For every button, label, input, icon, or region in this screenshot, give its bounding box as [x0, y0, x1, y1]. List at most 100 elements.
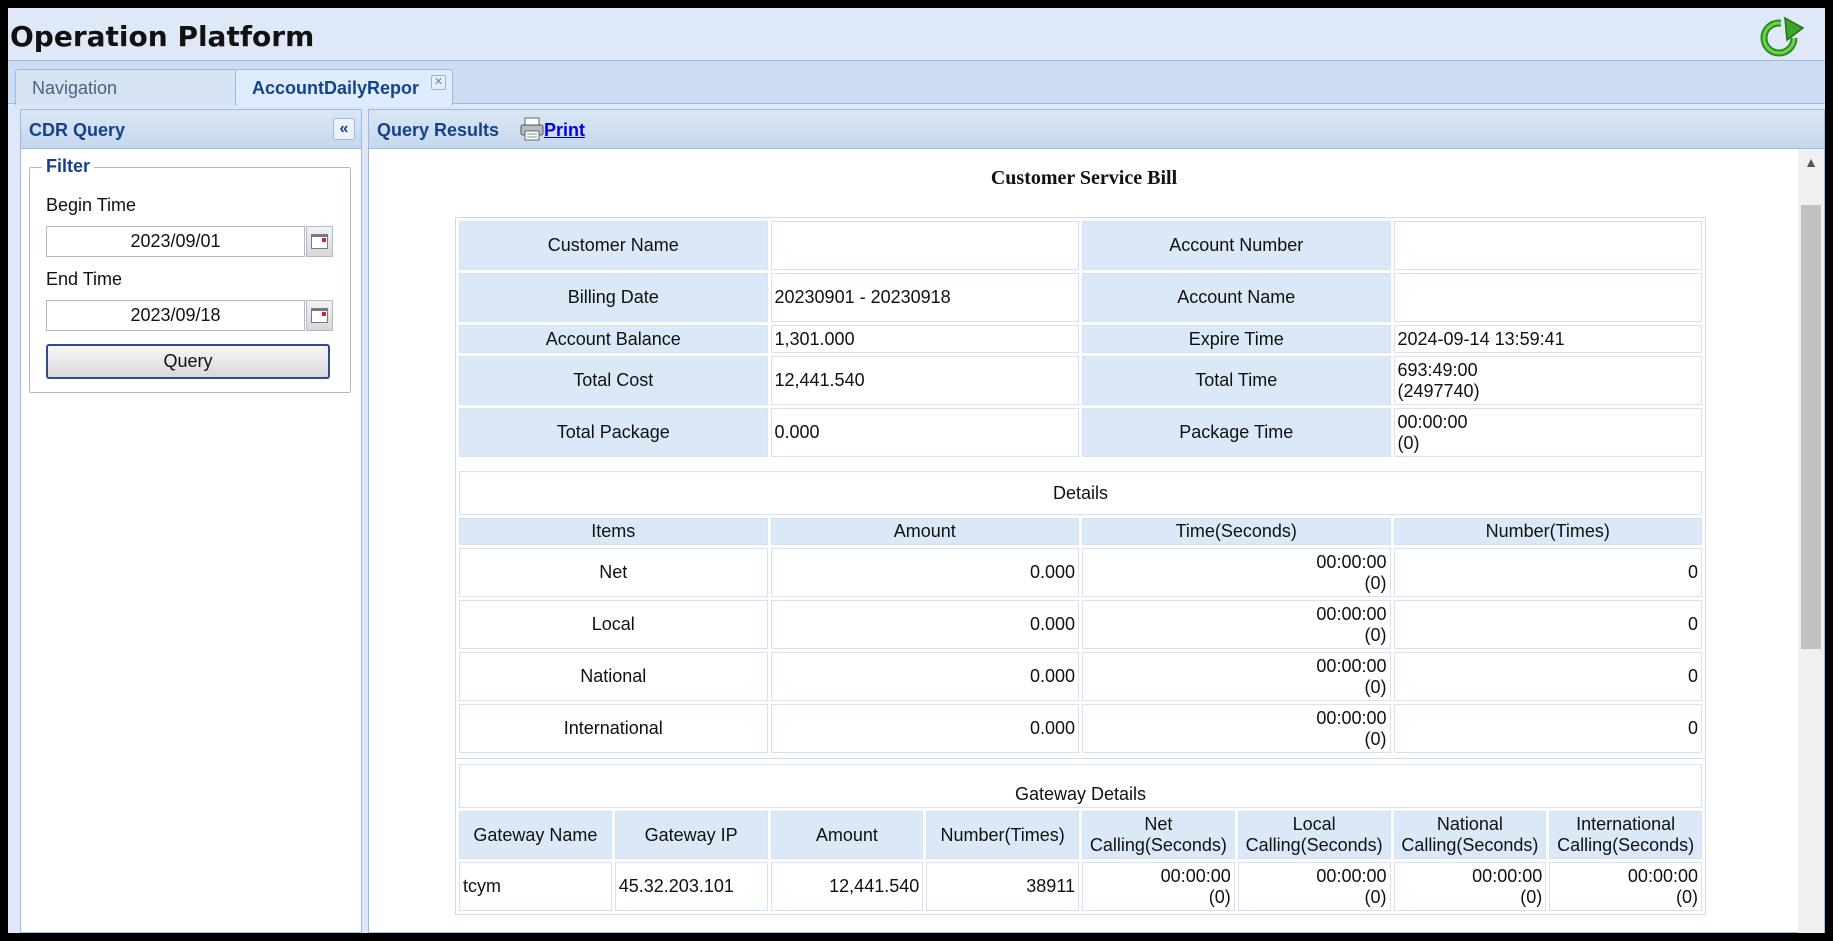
vertical-scrollbar[interactable]: ▲ [1798, 149, 1824, 933]
query-button[interactable]: Query [46, 344, 330, 379]
results-content: Customer Service Bill Customer Name Acco… [369, 149, 1799, 933]
column-header: Amount [770, 518, 1079, 545]
header-line: Calling(Seconds) [1557, 835, 1695, 855]
number-cell: 0 [1393, 704, 1702, 753]
time-cell: 00:00:00 (0) [1082, 548, 1391, 597]
app-header: Operation Platform [8, 8, 1825, 60]
panel-header: CDR Query « [21, 110, 361, 149]
tab-navigation[interactable]: Navigation [15, 69, 237, 105]
calendar-icon [311, 234, 328, 249]
table-row: Details [459, 471, 1702, 515]
table-row: International 0.000 00:00:00 (0) 0 [459, 704, 1702, 753]
time-hms: 00:00:00 [1316, 865, 1387, 886]
header-line: Local [1292, 814, 1336, 834]
time-seconds: (0) [1364, 676, 1387, 697]
national-calling-cell: 00:00:00 (0) [1393, 862, 1547, 911]
header-line: Calling(Seconds) [1401, 835, 1539, 855]
gateway-header-row: Gateway Name Gateway IP Amount Number(Ti… [459, 811, 1702, 859]
gateway-name-cell: tcym [459, 862, 612, 911]
collapse-panel-icon[interactable]: « [333, 118, 355, 140]
time-hms: 00:00:00 [1316, 603, 1387, 624]
column-header: Number(Times) [1393, 518, 1702, 545]
filter-fieldset: Filter Begin Time 2023/09/01 End Time 20… [29, 156, 351, 393]
account-balance-value: 1,301.000 [770, 325, 1079, 353]
column-header: Number(Times) [926, 811, 1079, 859]
header-line: International [1576, 814, 1676, 834]
tab-strip: Navigation AccountDailyRepor ✕ [8, 60, 1825, 106]
end-time-label: End Time [46, 269, 123, 289]
time-hms: 00:00:00 [1316, 551, 1387, 572]
column-header: National Calling(Seconds) [1393, 811, 1547, 859]
gateway-ip-cell: 45.32.203.101 [614, 862, 768, 911]
time-hms: 00:00:00 [1472, 865, 1543, 886]
table-row: Billing Date 20230901 - 20230918 Account… [459, 273, 1702, 322]
column-header: Time(Seconds) [1082, 518, 1391, 545]
print-link[interactable]: Print [544, 120, 586, 140]
account-name-label: Account Name [1082, 273, 1391, 322]
tab-account-daily-report[interactable]: AccountDailyRepor ✕ [235, 69, 453, 106]
gateway-number-cell: 38911 [926, 862, 1079, 911]
results-title: Query Results [377, 120, 500, 140]
end-time-calendar-button[interactable] [306, 300, 333, 331]
total-package-value: 0.000 [770, 408, 1079, 457]
column-header: Items [459, 518, 768, 545]
customer-name-value [770, 221, 1079, 270]
time-seconds: (0) [1520, 886, 1543, 907]
international-calling-cell: 00:00:00 (0) [1549, 862, 1702, 911]
billing-date-label: Billing Date [459, 273, 768, 322]
table-row: Gateway Details [459, 764, 1702, 808]
total-time-hms: 693:49:00 [1397, 359, 1478, 380]
bill-title: Customer Service Bill [990, 167, 1178, 189]
refresh-icon[interactable] [1757, 14, 1805, 58]
scroll-up-arrow-icon[interactable]: ▲ [1804, 154, 1818, 170]
time-seconds: (0) [1208, 886, 1231, 907]
number-cell: 0 [1393, 548, 1702, 597]
results-header: Query Results Print [369, 110, 1824, 149]
summary-table: Customer Name Account Number Billing Dat… [456, 218, 1705, 756]
time-seconds: (0) [1364, 624, 1387, 645]
amount-cell: 0.000 [770, 704, 1079, 753]
gateway-amount-cell: 12,441.540 [770, 862, 924, 911]
package-time-seconds: (0) [1397, 432, 1420, 453]
customer-name-label: Customer Name [459, 221, 768, 270]
time-hms: 00:00:00 [1627, 865, 1698, 886]
total-time-seconds: (2497740) [1397, 380, 1480, 401]
net-calling-cell: 00:00:00 (0) [1082, 862, 1235, 911]
package-time-hms: 00:00:00 [1397, 411, 1468, 432]
column-header: Amount [770, 811, 924, 859]
time-seconds: (0) [1364, 886, 1387, 907]
account-number-value [1393, 221, 1702, 270]
printer-icon[interactable] [519, 116, 545, 142]
column-header: International Calling(Seconds) [1549, 811, 1702, 859]
details-header-row: Items Amount Time(Seconds) Number(Times) [459, 518, 1702, 545]
query-results-panel: Query Results Print Customer Service Bil… [368, 109, 1825, 933]
time-seconds: (0) [1364, 728, 1387, 749]
amount-cell: 0.000 [770, 548, 1079, 597]
local-calling-cell: 00:00:00 (0) [1237, 862, 1391, 911]
panel-title: CDR Query [29, 120, 126, 140]
table-row: Account Balance 1,301.000 Expire Time 20… [459, 325, 1702, 353]
time-cell: 00:00:00 (0) [1082, 704, 1391, 753]
begin-time-label: Begin Time [46, 195, 137, 215]
time-cell: 00:00:00 (0) [1082, 652, 1391, 701]
begin-time-calendar-button[interactable] [306, 226, 333, 257]
scroll-thumb[interactable] [1801, 205, 1821, 649]
close-tab-icon[interactable]: ✕ [431, 75, 446, 90]
end-time-input[interactable]: 2023/09/18 [46, 300, 305, 331]
column-header: Net Calling(Seconds) [1082, 811, 1235, 859]
table-row: Local 0.000 00:00:00 (0) 0 [459, 600, 1702, 649]
billing-date-value: 20230901 - 20230918 [770, 273, 1079, 322]
time-seconds: (0) [1364, 572, 1387, 593]
time-hms: 00:00:00 [1316, 655, 1387, 676]
app-window: Operation Platform Navigation AccountDai… [8, 8, 1825, 933]
tab-label: Navigation [32, 78, 118, 98]
time-hms: 00:00:00 [1160, 865, 1231, 886]
package-time-value: 00:00:00 (0) [1393, 408, 1702, 457]
header-line: National [1436, 814, 1503, 834]
expire-time-value: 2024-09-14 13:59:41 [1393, 325, 1702, 353]
total-time-label: Total Time [1082, 356, 1391, 405]
package-time-label: Package Time [1082, 408, 1391, 457]
begin-time-input[interactable]: 2023/09/01 [46, 226, 305, 257]
table-row: tcym 45.32.203.101 12,441.540 38911 00:0… [459, 862, 1702, 911]
time-hms: 00:00:00 [1316, 707, 1387, 728]
